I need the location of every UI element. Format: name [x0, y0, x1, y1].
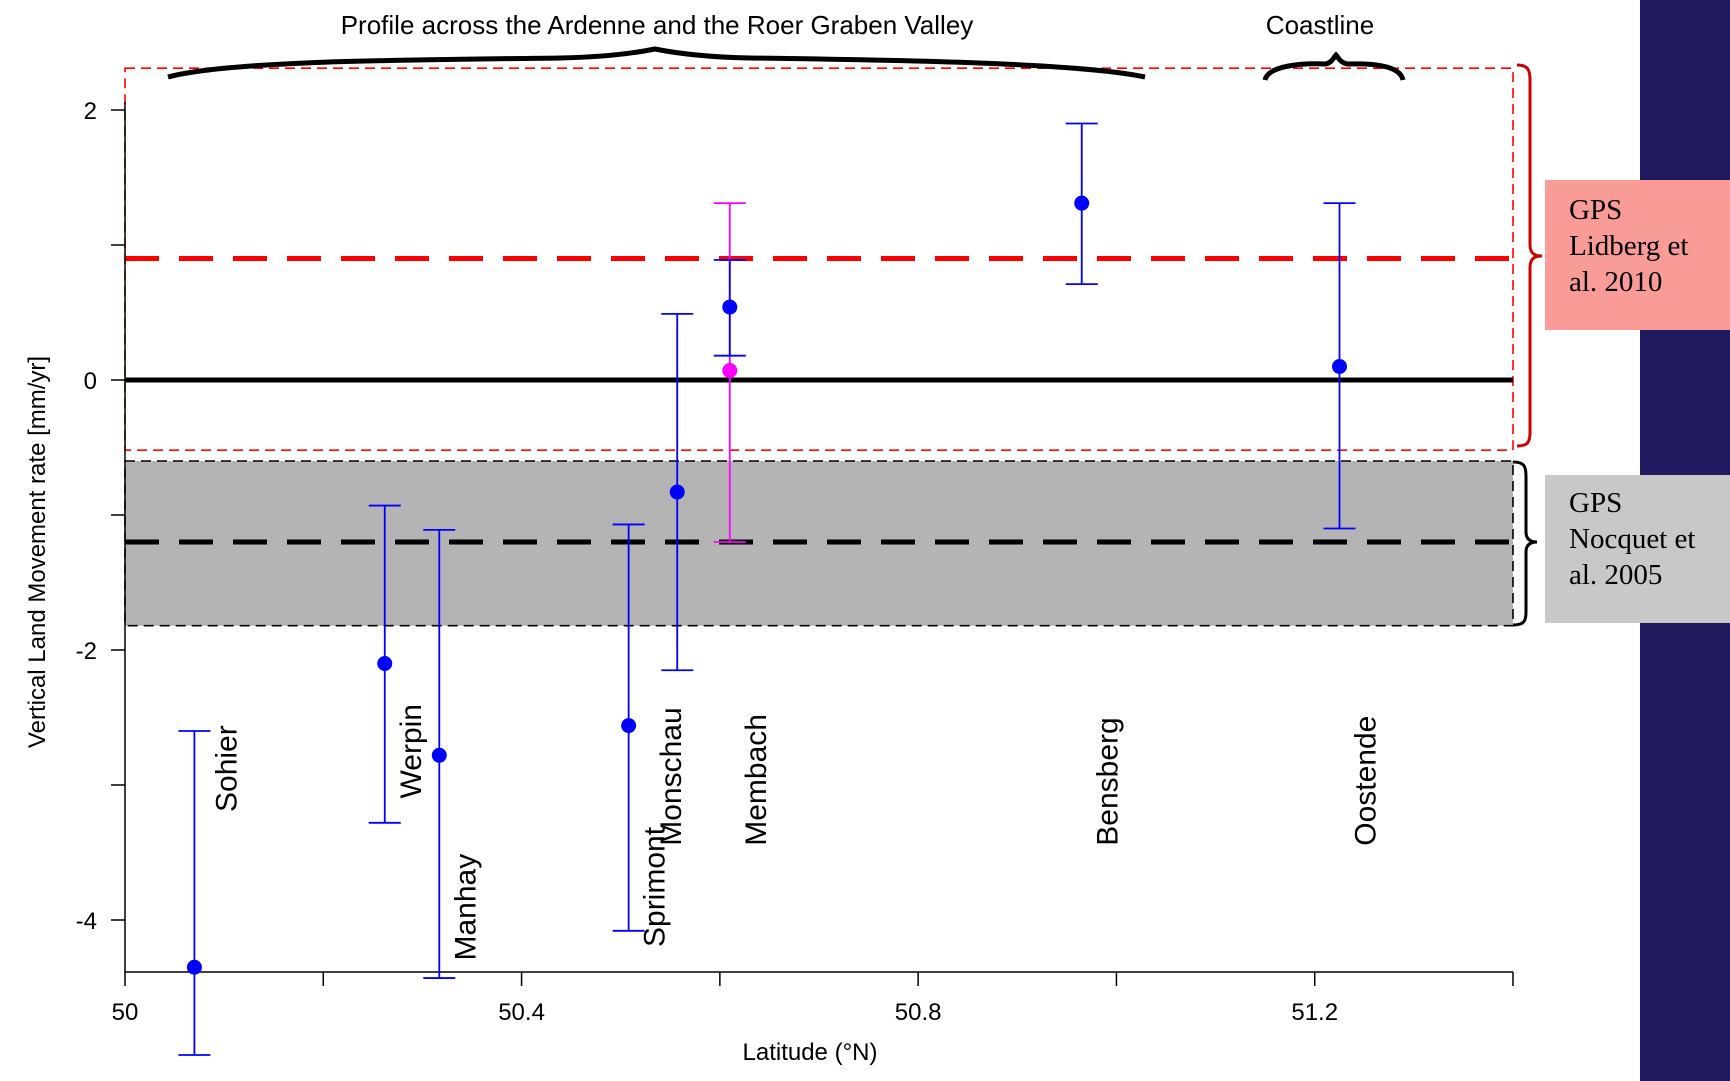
station-monschau-point — [669, 484, 685, 500]
x-tick-label-2: 50.4 — [498, 999, 545, 1026]
band-0 — [124, 67, 1514, 451]
lidberg-line-3: al. 2010 — [1569, 266, 1663, 298]
station-manhay-point — [431, 747, 447, 763]
y-tick-label-6: 2 — [84, 98, 97, 125]
y-tick-label-0: -4 — [76, 908, 97, 935]
station-label-manhay: Manhay — [449, 854, 482, 961]
reference-lines-layer — [125, 256, 1513, 545]
lidberg-line-1: GPS — [1569, 194, 1623, 226]
nocquet-bracket — [1512, 460, 1538, 627]
station-membach-point — [722, 299, 738, 315]
profile-annotation: Profile across the Ardenne and the Roer … — [341, 10, 974, 40]
points-layer — [178, 122, 1356, 1056]
band-1 — [124, 460, 1514, 627]
nocquet-line-3: al. 2005 — [1569, 559, 1663, 591]
nocquet-line-1: GPS — [1569, 487, 1623, 519]
y-tick-label-4: 0 — [84, 368, 97, 395]
coastline-annotation: Coastline — [1266, 10, 1374, 40]
station-label-bensberg: Bensberg — [1092, 717, 1125, 845]
nocquet-line-2: Nocquet et — [1569, 523, 1696, 555]
station-werpin-point — [377, 656, 393, 671]
x-tick-label-0: 50 — [112, 999, 139, 1026]
axes-layer: -4 -2 0 2 50 50.4 50.8 51.2 — [76, 98, 1514, 1026]
coastline-brace — [1262, 51, 1406, 82]
station-sprimont-point — [621, 718, 637, 734]
x-tick-label-4: 50.8 — [895, 999, 942, 1026]
lidberg-bracket — [1516, 63, 1543, 448]
station-label-monschau: Monschau — [655, 707, 688, 845]
x-axis-label: Latitude (°N) — [743, 1039, 878, 1066]
station-label-sprimont: Sprimont — [639, 826, 672, 947]
profile-brace — [167, 46, 1146, 80]
x-tick-label-6: 51.2 — [1291, 999, 1338, 1026]
station-label-sohier: Sohier — [210, 725, 243, 812]
nocquet-legend-box: GPS Nocquet et al. 2005 — [1545, 475, 1730, 623]
y-tick-label-2: -2 — [76, 638, 97, 665]
lidberg-line-2: Lidberg et — [1569, 230, 1689, 262]
station-label-oostende: Oostende — [1350, 716, 1383, 846]
station-label-membach: Membach — [740, 714, 773, 846]
lidberg-legend-box: GPS Lidberg et al. 2010 — [1545, 180, 1730, 330]
y-axis-label: Vertical Land Movement rate [mm/yr] — [24, 356, 51, 748]
station-oostende-point — [1332, 359, 1347, 374]
station-bensberg-point — [1074, 195, 1090, 211]
bands-layer — [124, 67, 1514, 627]
station-sohier-point — [186, 959, 202, 975]
station-label-werpin: Werpin — [395, 704, 428, 798]
membach-secondary-point — [722, 363, 738, 379]
